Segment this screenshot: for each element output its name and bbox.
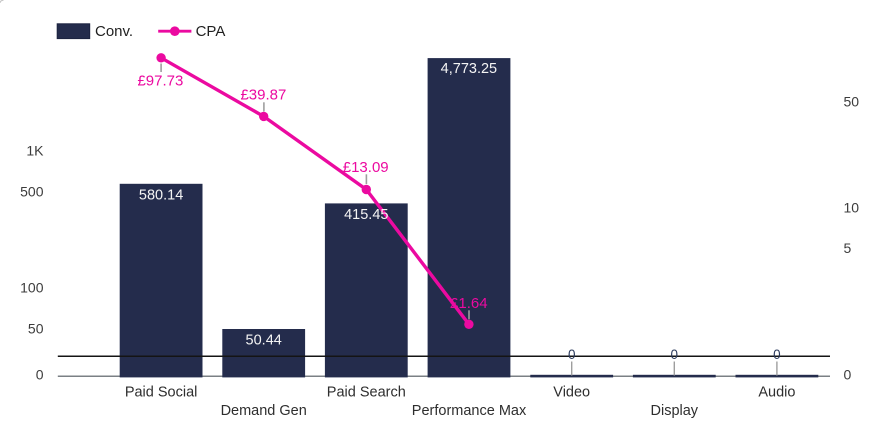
svg-text:4,773.25: 4,773.25 — [441, 61, 497, 77]
svg-text:Display: Display — [651, 403, 699, 419]
svg-text:50: 50 — [844, 94, 860, 110]
svg-text:580.14: 580.14 — [139, 187, 183, 203]
svg-text:Conv.: Conv. — [95, 23, 133, 40]
svg-text:0: 0 — [773, 347, 781, 362]
svg-text:1K: 1K — [26, 143, 44, 159]
svg-text:415.45: 415.45 — [344, 207, 388, 223]
svg-text:Performance Max: Performance Max — [412, 403, 527, 419]
svg-text:10: 10 — [844, 199, 860, 215]
svg-text:Audio: Audio — [758, 385, 795, 401]
svg-text:500: 500 — [20, 184, 44, 200]
svg-text:0: 0 — [568, 347, 576, 362]
svg-text:5: 5 — [844, 240, 852, 256]
svg-text:0: 0 — [36, 367, 44, 383]
svg-text:50: 50 — [28, 320, 44, 336]
svg-text:£39.87: £39.87 — [240, 87, 286, 104]
svg-text:0: 0 — [844, 367, 852, 383]
svg-text:Paid Search: Paid Search — [327, 385, 406, 401]
svg-text:£97.73: £97.73 — [137, 73, 183, 90]
svg-text:CPA: CPA — [196, 23, 226, 40]
svg-text:Paid Social: Paid Social — [125, 385, 198, 401]
svg-text:50.44: 50.44 — [246, 333, 282, 349]
svg-text:£1.64: £1.64 — [450, 295, 488, 312]
svg-text:Demand Gen: Demand Gen — [221, 403, 307, 419]
svg-text:Video: Video — [553, 385, 590, 401]
svg-text:0: 0 — [671, 347, 679, 362]
svg-text:£13.09: £13.09 — [343, 159, 389, 176]
svg-text:100: 100 — [20, 280, 44, 296]
